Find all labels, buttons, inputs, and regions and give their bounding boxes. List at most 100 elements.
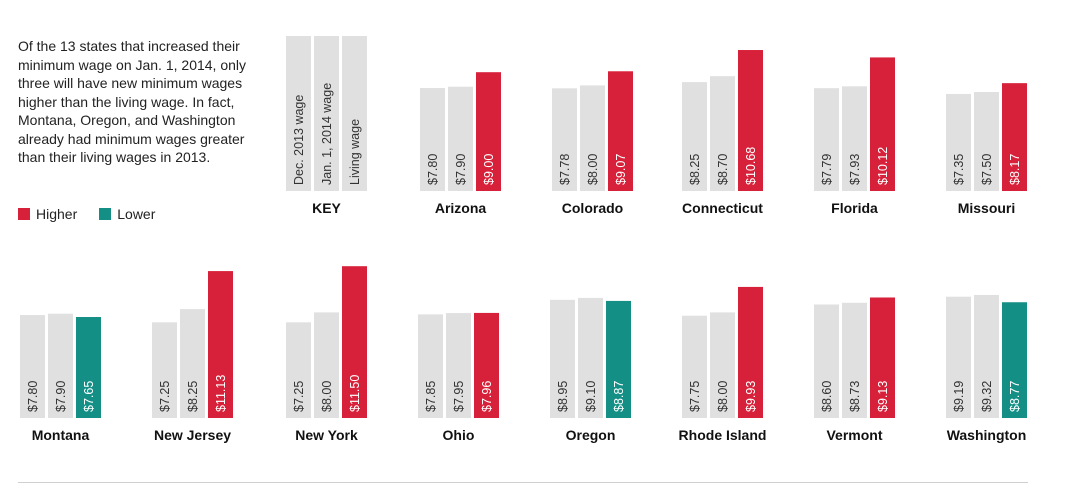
state-label: Florida [831,200,878,216]
bar [474,312,499,418]
key-bar-label: Jan. 1, 2014 wage [320,83,334,185]
bar [578,297,603,418]
bottom-divider [18,482,1028,483]
bar-value-label: $8.17 [1008,154,1022,185]
state-label: Oregon [566,427,616,443]
bar-value-label: $9.13 [876,381,890,412]
bar [1002,83,1027,191]
bar [682,315,707,418]
key-bar [286,36,311,191]
state-label: Connecticut [682,200,763,216]
bar-value-label: $8.87 [612,381,626,412]
bar [738,286,763,418]
bar-value-label: $9.93 [744,381,758,412]
bar [974,92,999,191]
bar [448,86,473,191]
bar-value-label: $7.78 [558,154,572,185]
bar-value-label: $9.07 [614,154,628,185]
bar-value-label: $7.35 [952,154,966,185]
bar [552,88,577,191]
bar [606,300,631,418]
bar-value-label: $8.25 [186,381,200,412]
bar-value-label: $7.50 [980,154,994,185]
bar-value-label: $8.77 [1008,381,1022,412]
key-bar-label: Living wage [348,119,362,185]
bar [1002,302,1027,418]
bar [20,315,45,418]
bar [870,57,895,191]
bar [48,313,73,418]
bar [608,71,633,191]
bar-value-label: $9.32 [980,381,994,412]
bar [974,294,999,418]
bar [314,312,339,418]
bar-value-label: $7.80 [426,154,440,185]
intro-text: Of the 13 states that increased their mi… [18,38,247,165]
bar-value-label: $7.93 [848,154,862,185]
legend-label-higher: Higher [36,206,78,222]
bar-value-label: $7.95 [452,381,466,412]
state-label: New Jersey [154,427,231,443]
key-bar [314,36,339,191]
bar-value-label: $9.00 [482,154,496,185]
state-label: Washington [947,427,1027,443]
legend-label-lower: Lower [117,206,156,222]
bar-value-label: $8.73 [848,381,862,412]
bar-value-label: $8.00 [716,381,730,412]
bar-value-label: $7.79 [820,154,834,185]
state-label: Colorado [562,200,623,216]
state-label: Ohio [443,427,475,443]
bar [870,297,895,418]
bar-value-label: $7.90 [54,381,68,412]
bar [738,50,763,191]
legend-item-higher: Higher [18,206,77,222]
state-label: Missouri [958,200,1016,216]
bar-value-label: $7.90 [454,154,468,185]
key-bar-label: Dec. 2013 wage [292,95,306,185]
bar-value-label: $7.75 [688,381,702,412]
state-label: Montana [32,427,90,443]
key-title: KEY [312,200,341,216]
bar [710,312,735,418]
legend-swatch-higher [18,208,30,220]
bar [418,314,443,418]
bar [580,85,605,191]
bar-value-label: $11.13 [214,375,228,412]
bar [446,313,471,418]
bar-value-label: $7.25 [158,381,172,412]
bar [476,72,501,191]
bar-value-label: $8.25 [688,154,702,185]
bar-value-label: $9.19 [952,381,966,412]
bar-value-label: $7.80 [26,381,40,412]
state-label: Arizona [435,200,487,216]
bar-value-label: $10.12 [876,147,890,185]
bar-value-label: $9.10 [584,381,598,412]
bar [682,82,707,191]
bar-value-label: $8.00 [586,154,600,185]
bar [420,88,445,191]
bar [814,304,839,418]
bar [208,271,233,418]
legend: Higher Lower [18,206,177,222]
bar-value-label: $7.65 [82,381,96,412]
bar [946,93,971,191]
bar [180,309,205,418]
bar-value-label: $8.70 [716,154,730,185]
bar [814,88,839,191]
bar-value-label: $11.50 [348,375,362,412]
bar [842,302,867,418]
state-label: New York [295,427,358,443]
bar-value-label: $10.68 [744,147,758,185]
bar [946,296,971,418]
state-label: Vermont [826,427,882,443]
bar-value-label: $8.00 [320,381,334,412]
legend-swatch-lower [99,208,112,220]
state-label: Rhode Island [679,427,767,443]
bar [550,299,575,418]
bar [710,76,735,191]
key-bar [342,36,367,191]
bar [286,322,311,418]
legend-item-lower: Lower [99,206,155,222]
bar-value-label: $7.96 [480,381,494,412]
